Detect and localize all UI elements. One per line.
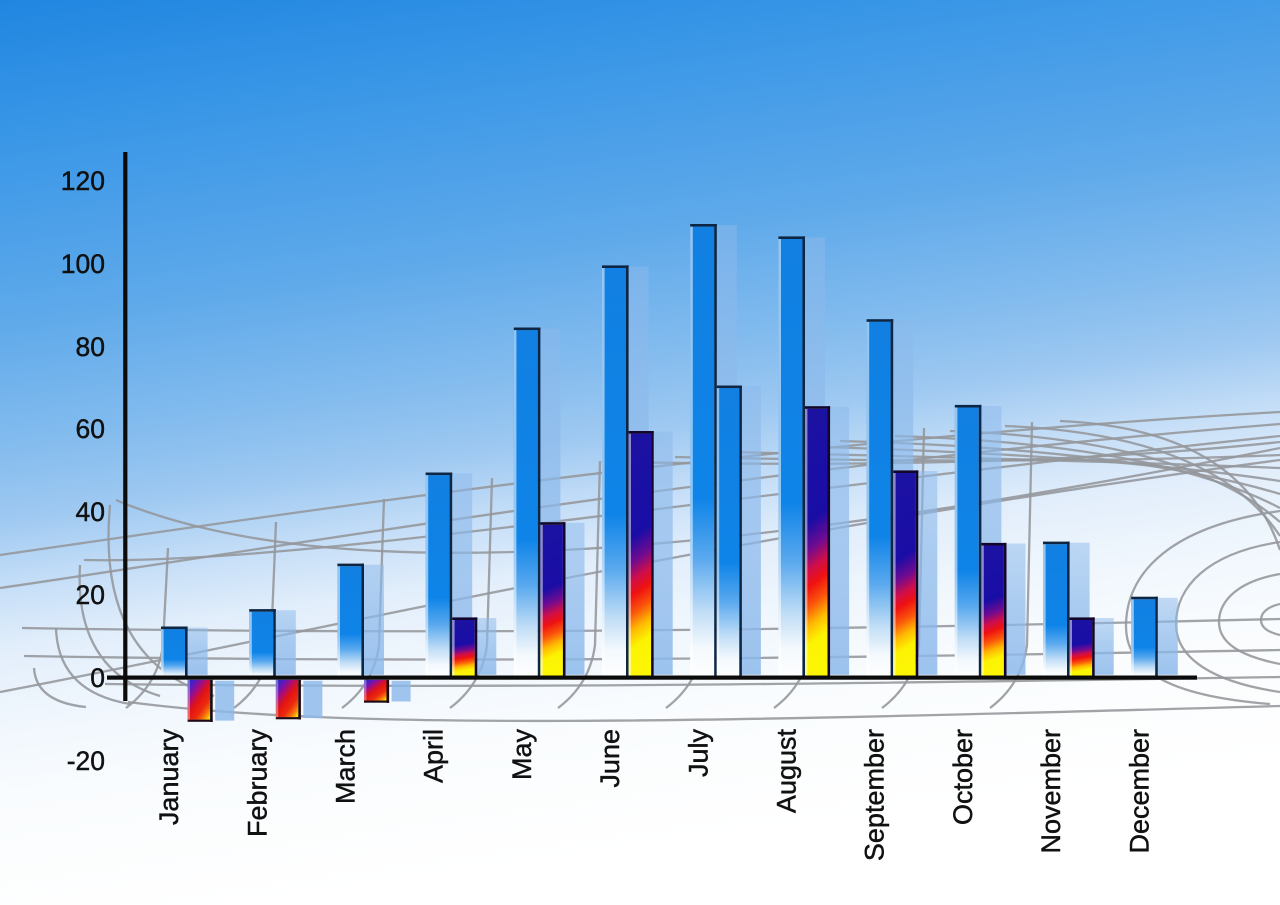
svg-text:60: 60 — [76, 414, 105, 444]
svg-text:40: 40 — [76, 497, 105, 527]
svg-text:-20: -20 — [67, 746, 105, 776]
svg-text:November: November — [1036, 729, 1066, 854]
svg-text:20: 20 — [76, 580, 105, 610]
svg-text:0: 0 — [90, 663, 105, 693]
svg-text:May: May — [507, 729, 537, 781]
svg-text:120: 120 — [61, 166, 105, 196]
svg-text:80: 80 — [76, 332, 105, 362]
svg-text:August: August — [772, 729, 802, 814]
svg-text:September: September — [860, 729, 890, 861]
svg-text:January: January — [154, 729, 184, 826]
svg-text:April: April — [419, 729, 449, 783]
svg-text:October: October — [948, 729, 978, 825]
svg-text:March: March — [331, 729, 361, 804]
svg-text:December: December — [1124, 729, 1154, 854]
svg-text:February: February — [242, 729, 272, 838]
svg-text:June: June — [595, 729, 625, 788]
svg-text:100: 100 — [61, 249, 105, 279]
svg-text:July: July — [683, 729, 713, 778]
